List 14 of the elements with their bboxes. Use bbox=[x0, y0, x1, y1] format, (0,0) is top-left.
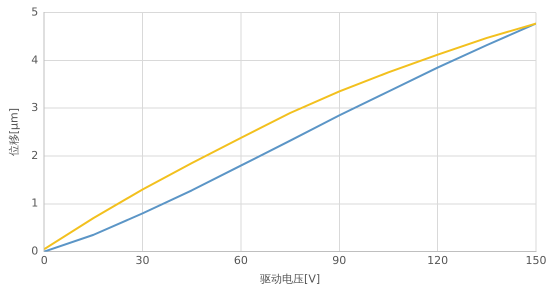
y-tick-label: 2 bbox=[31, 148, 38, 162]
x-tick-label: 120 bbox=[427, 254, 448, 268]
y-tick-label: 4 bbox=[31, 53, 38, 66]
x-tick-label: 150 bbox=[526, 254, 546, 268]
x-tick-label: 0 bbox=[40, 254, 48, 268]
y-tick-label: 0 bbox=[31, 244, 38, 258]
x-tick-label: 30 bbox=[136, 254, 150, 268]
y-tick-label: 3 bbox=[31, 101, 38, 114]
x-tick-label: 90 bbox=[332, 254, 346, 268]
y-axis-title: 位移[μm] bbox=[7, 108, 20, 156]
x-tick-label: 60 bbox=[234, 254, 248, 268]
y-tick-label: 1 bbox=[31, 196, 38, 210]
y-tick-label: 5 bbox=[31, 5, 38, 18]
x-axis-title: 驱动电压[V] bbox=[260, 272, 320, 286]
